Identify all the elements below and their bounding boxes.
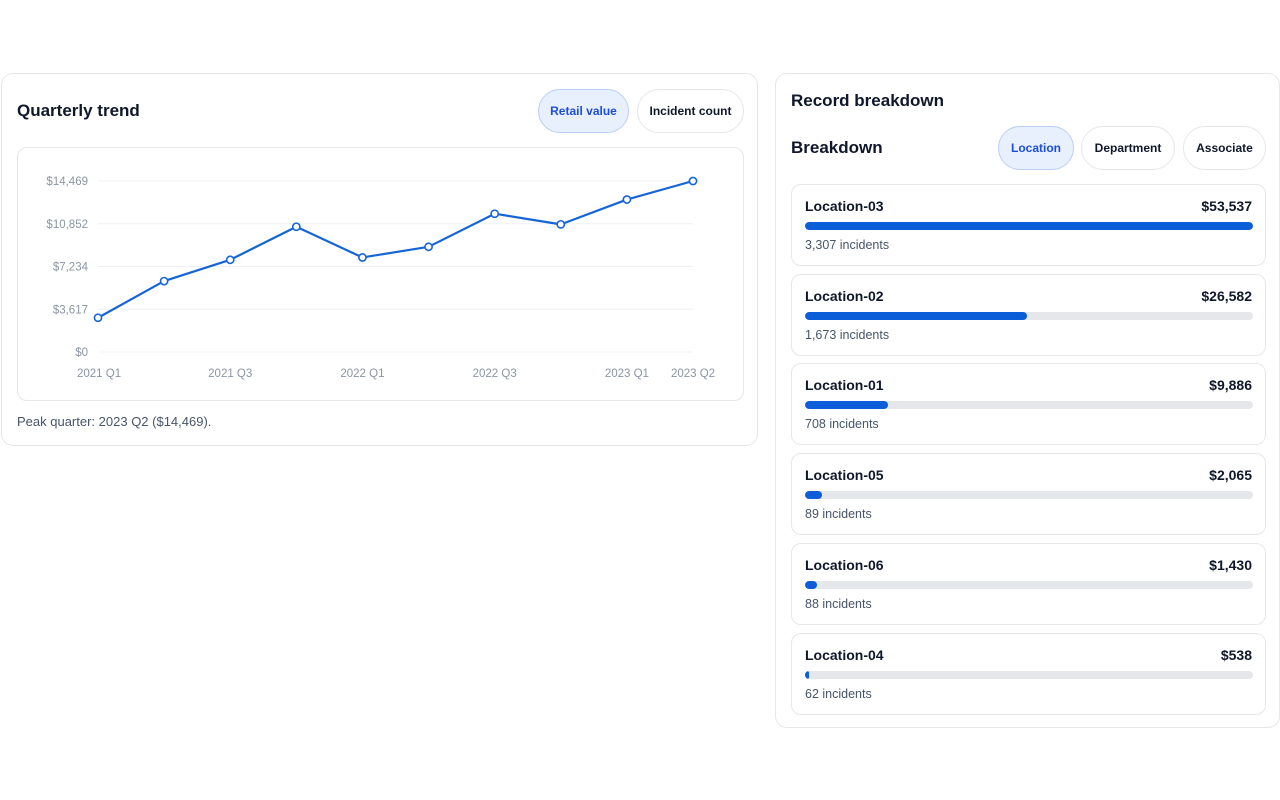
row-bar-fill [805,312,1028,320]
data-point[interactable] [291,222,301,232]
data-point[interactable] [93,313,103,323]
row-value: $1,430 [1209,557,1252,573]
row-value: $538 [1220,647,1252,663]
record-breakdown-title: Record breakdown [791,91,945,110]
x-tick-label: 2023 Q1 [605,368,649,380]
row-bar-track [805,312,1253,320]
row-count: 3,307 incidents [805,238,890,252]
row-value: $26,582 [1201,288,1252,304]
y-tick-label: $7,234 [53,262,89,274]
department-tab[interactable]: Department [1081,126,1175,170]
breakdown-row[interactable]: Location-01 $9,886 708 incidents [791,363,1266,445]
breakdown-subtitle: Breakdown [791,138,883,157]
x-tick-label: 2022 Q1 [340,368,384,380]
row-name: Location-01 [805,377,884,393]
row-bar-fill [805,581,817,589]
row-bar-track [805,222,1253,230]
x-tick-label: 2023 Q2 [671,368,715,380]
data-point[interactable] [622,195,632,204]
incident-count-tab[interactable]: Incident count [637,89,744,133]
quarterly-trend-card: Quarterly trend Retail value Incident co… [1,73,758,446]
row-count: 88 incidents [805,597,872,611]
row-bar-fill [805,491,823,499]
y-tick-label: $10,852 [46,219,88,231]
peak-quarter-note: Peak quarter: 2023 Q2 ($14,469). [17,414,212,429]
data-point[interactable] [159,276,169,286]
series-line [97,179,694,319]
location-tab[interactable]: Location [998,126,1074,170]
record-breakdown-card: Record breakdown Breakdown Location Depa… [775,73,1280,728]
row-count: 89 incidents [805,507,872,521]
row-value: $53,537 [1201,198,1252,214]
row-bar-track [805,581,1253,589]
data-point[interactable] [225,255,235,265]
row-name: Location-05 [805,467,884,483]
row-name: Location-03 [805,198,884,214]
breakdown-row[interactable]: Location-03 $53,537 3,307 incidents [791,184,1266,266]
row-name: Location-02 [805,288,884,304]
data-point[interactable] [688,176,698,186]
row-value: $9,886 [1209,377,1252,393]
x-tick-label: 2021 Q1 [77,368,121,380]
row-count: 62 incidents [805,687,872,701]
y-tick-label: $0 [75,347,88,359]
row-name: Location-06 [805,557,884,573]
row-value: $2,065 [1209,467,1252,483]
row-bar-track [805,671,1253,679]
x-tick-label: 2021 Q3 [208,368,252,380]
data-point[interactable] [358,253,367,262]
data-point[interactable] [424,242,433,252]
x-tick-label: 2022 Q3 [473,368,517,380]
breakdown-row[interactable]: Location-05 $2,065 89 incidents [791,453,1266,535]
row-bar-fill [805,401,888,409]
breakdown-row[interactable]: Location-02 $26,582 1,673 incidents [791,274,1266,356]
trend-chart-svg: $0 $3,617 $7,234 $10,852 $14,469 2021 Q1 2021… [46,176,715,380]
trend-chart: $0 $3,617 $7,234 $10,852 $14,469 2021 Q1 2021… [17,147,744,401]
retail-value-tab[interactable]: Retail value [538,89,629,133]
quarterly-trend-title: Quarterly trend [17,101,140,120]
row-name: Location-04 [805,647,884,663]
row-bar-track [805,401,1253,409]
associate-tab[interactable]: Associate [1183,126,1266,170]
y-tick-label: $3,617 [53,304,88,316]
row-bar-fill [805,671,810,679]
row-bar-track [805,491,1253,499]
row-count: 708 incidents [805,417,879,431]
data-point[interactable] [556,219,566,229]
y-tick-label: $14,469 [46,176,88,188]
row-count: 1,673 incidents [805,328,890,342]
breakdown-row[interactable]: Location-06 $1,430 88 incidents [791,543,1266,625]
row-bar-fill [805,222,1253,230]
breakdown-row[interactable]: Location-04 $538 62 incidents [791,633,1266,715]
data-point[interactable] [490,209,500,219]
